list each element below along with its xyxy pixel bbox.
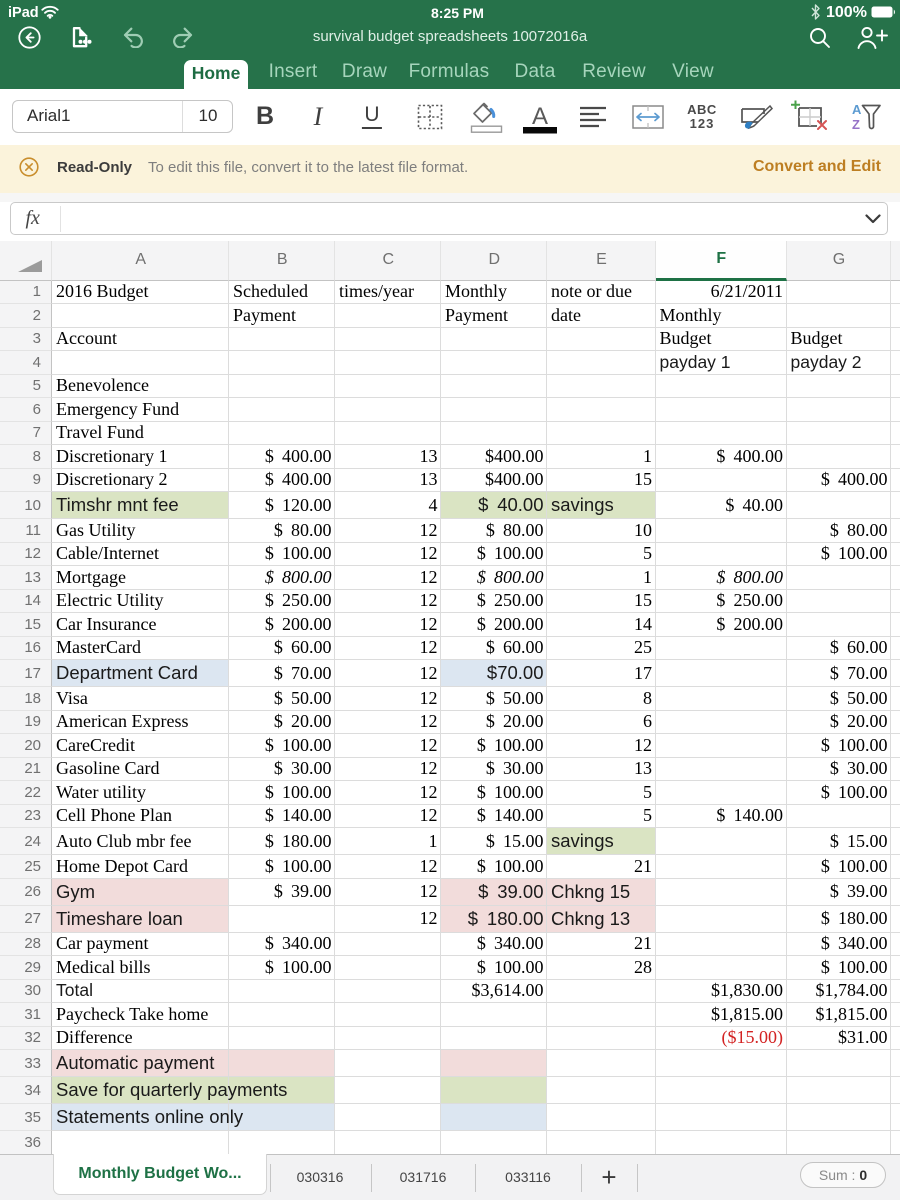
- svg-text:Z: Z: [852, 117, 860, 132]
- svg-text:A: A: [852, 102, 862, 117]
- svg-text:123: 123: [690, 116, 715, 131]
- svg-text:ABC: ABC: [687, 102, 717, 117]
- svg-text:A: A: [532, 103, 548, 130]
